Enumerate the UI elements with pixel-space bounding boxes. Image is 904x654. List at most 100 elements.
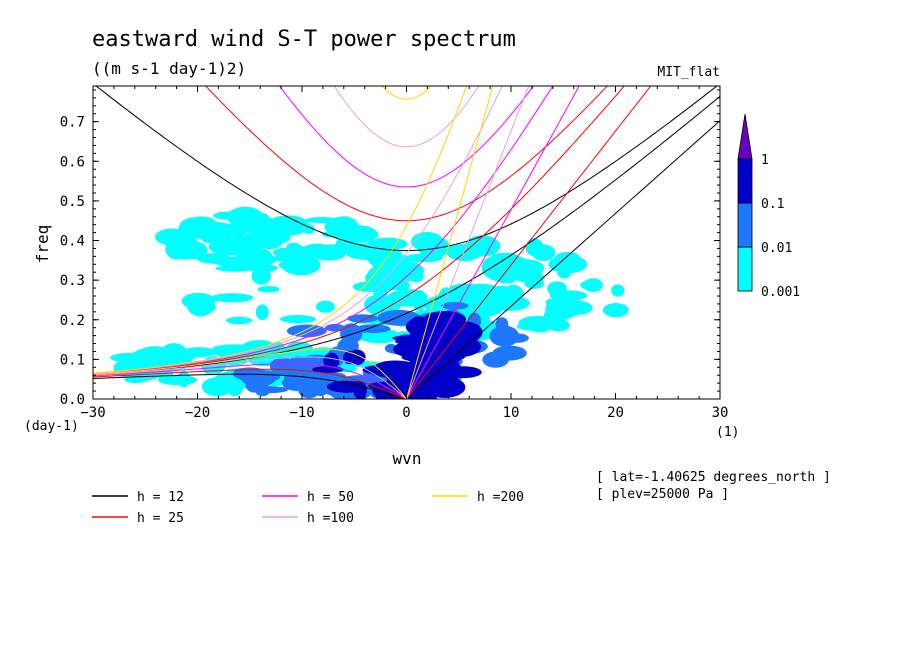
power-blob	[211, 235, 227, 249]
power-blob	[179, 241, 208, 260]
y-tick-label: 0.4	[60, 234, 85, 250]
y-tick-label: 0.7	[60, 115, 85, 131]
y-axis: 0.0 0.1 0.2 0.3 0.4 0.5 0.6 0.7	[60, 89, 720, 408]
x-tick-label: 30	[712, 405, 729, 421]
power-blob	[429, 373, 446, 393]
power-blob	[524, 278, 545, 289]
rossby-wave-curve	[93, 348, 407, 399]
power-blob	[316, 300, 335, 313]
colorbar-swatch	[737, 202, 753, 248]
y-axis-label: freq	[33, 225, 52, 264]
power-blob	[158, 374, 197, 386]
power-blob	[286, 243, 307, 266]
legend-label: h =200	[477, 490, 524, 505]
power-blob	[231, 258, 260, 269]
power-blob	[344, 243, 385, 260]
legend-label: h =100	[307, 511, 354, 526]
y-unit-label: (day-1)	[24, 419, 79, 434]
power-blob	[490, 285, 512, 293]
plev-annotation: [ plev=25000 Pa ]	[596, 487, 729, 502]
legend-label: h = 12	[137, 490, 184, 505]
power-blob	[464, 235, 501, 257]
mrg-wave-curve	[93, 86, 467, 374]
x-tick-label: 10	[503, 405, 520, 421]
y-tick-label: 0.5	[60, 194, 85, 210]
power-blob	[213, 345, 257, 359]
x-tick-label: −30	[80, 405, 105, 421]
kelvin-wave-curve	[406, 86, 580, 399]
power-region-1	[155, 206, 385, 272]
power-blob	[482, 351, 509, 368]
colorbar-label: 0.1	[761, 197, 784, 212]
dispersion-12	[93, 86, 720, 399]
mrg-wave-curve	[93, 86, 554, 375]
power-blob	[496, 271, 517, 284]
power-blob	[368, 255, 411, 268]
power-blob	[320, 244, 345, 255]
power-blob	[602, 303, 629, 318]
power-blob	[139, 346, 169, 361]
x-tick-label: −20	[185, 405, 210, 421]
power-blob	[312, 376, 330, 397]
chart-units: ((m s-1 day-1)2)	[92, 59, 246, 78]
dispersion-100	[93, 86, 530, 399]
lat-annotation: [ lat=-1.40625 degrees_north ]	[596, 470, 831, 485]
dispersion-50	[93, 86, 580, 399]
power-blob	[337, 337, 359, 355]
power-blob	[323, 352, 340, 369]
dispersion-200	[93, 86, 494, 399]
power-blob	[518, 315, 558, 330]
gravity-wave-curve	[95, 86, 718, 252]
mrg-wave-curve	[93, 96, 720, 376]
colorbar-label: 0.01	[761, 241, 792, 256]
power-blob	[505, 333, 529, 343]
x-axis: −30 −20 −10 0 10 20 30	[80, 86, 728, 421]
power-blob	[556, 260, 572, 279]
mrg-wave-curve	[93, 86, 503, 374]
power-blob	[225, 316, 253, 325]
rossby-wave-curve	[93, 363, 407, 399]
power-blob	[266, 215, 310, 236]
chart-title: eastward wind S-T power spectrum	[92, 27, 516, 52]
power-blob	[237, 369, 281, 384]
gravity-wave-curve	[205, 86, 608, 222]
y-tick-label: 0.0	[60, 392, 85, 408]
power-blob	[547, 281, 567, 297]
power-blob	[254, 383, 271, 397]
power-blob	[507, 259, 545, 278]
power-blob	[423, 311, 466, 329]
power-blob	[255, 304, 269, 321]
gravity-wave-curve	[381, 86, 432, 100]
power-contours	[110, 206, 629, 399]
gravity-wave-curve	[278, 86, 535, 188]
power-blob	[257, 286, 280, 293]
dispersion-curves	[93, 86, 720, 399]
y-tick-label: 0.1	[60, 352, 85, 368]
power-blob	[558, 300, 593, 316]
mrg-wave-curve	[93, 86, 625, 375]
power-blob	[525, 238, 544, 257]
power-blob	[280, 315, 316, 324]
colorbar-swatch	[737, 246, 753, 292]
power-blob	[269, 357, 296, 376]
y-tick-label: 0.6	[60, 154, 85, 170]
x-tick-label: −10	[289, 405, 314, 421]
power-blob	[441, 302, 469, 310]
power-blob	[252, 228, 266, 248]
rossby-wave-curve	[93, 373, 407, 399]
power-blob	[281, 376, 312, 389]
power-blob	[210, 293, 254, 303]
model-label: MIT_flat	[657, 65, 720, 80]
power-blob	[311, 243, 325, 258]
power-blob	[582, 278, 603, 292]
power-blob	[225, 377, 244, 397]
y-tick-label: 0.3	[60, 273, 85, 289]
power-blob	[354, 324, 391, 334]
power-blob	[326, 380, 367, 393]
rossby-wave-curve	[93, 356, 407, 399]
power-blob	[155, 228, 190, 246]
power-blob	[417, 236, 450, 258]
colorbar-label: 1	[761, 153, 769, 168]
x-tick-label: 0	[402, 405, 410, 421]
